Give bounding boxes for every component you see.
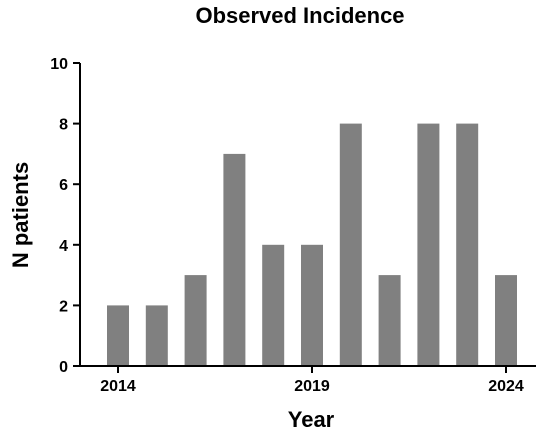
bar-2015 [145,305,168,366]
y-axis: 0 2 4 6 8 10 [50,56,81,376]
bar-2021 [378,275,401,366]
bar-2014 [107,305,129,366]
bar-2016 [184,275,207,366]
bars-group [107,123,517,366]
y-tick-label-10: 10 [50,56,68,73]
x-axis-label: Year [288,407,335,432]
y-tick-label-6: 6 [59,177,68,194]
bar-2024 [495,275,517,366]
bar-2020 [339,123,362,366]
y-tick-label-4: 4 [59,238,68,255]
x-axis: 2014 2019 2024 [80,365,536,395]
bar-2018 [262,244,285,366]
bar-2017 [223,153,246,366]
y-axis-label: N patients [8,162,33,268]
y-tick-label-2: 2 [59,298,68,315]
chart-title: Observed Incidence [195,3,404,28]
bar-2022 [417,123,440,366]
y-tick-label-8: 8 [59,117,68,134]
bar-2023 [456,123,479,366]
x-tick-label-2014: 2014 [100,378,136,395]
x-tick-label-2024: 2024 [488,378,524,395]
y-tick-label-0: 0 [59,359,68,376]
x-tick-label-2019: 2019 [294,378,330,395]
bar-2019 [301,244,323,366]
